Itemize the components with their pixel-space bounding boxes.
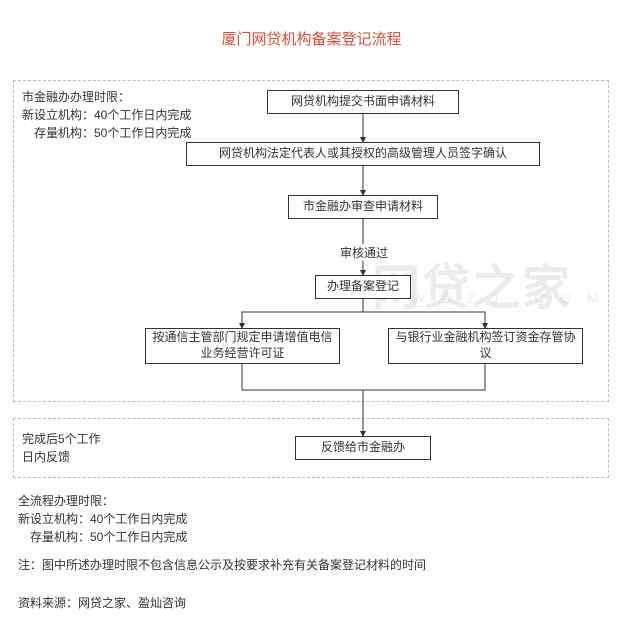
flow-node-n7: 反馈给市金融办 [295, 436, 431, 460]
info-line: 全流程办理时限： [18, 492, 187, 510]
info-line: 资料来源：网贷之家、盈灿咨询 [18, 594, 186, 612]
info-line: 注：图中所述办理时限不包含信息公示及按要求补充有关备案登记材料的时间 [18, 556, 426, 574]
flow-node-n6: 与银行业金融机构签订资金存管协议 [388, 328, 583, 364]
info-line: 存量机构：50个工作日内完成 [18, 528, 187, 546]
flow-node-n1: 网贷机构提交书面申请材料 [267, 90, 459, 114]
page-title: 厦门网贷机构备案登记流程 [0, 0, 623, 69]
flow-label-audit-pass: 审核通过 [338, 244, 390, 261]
flow-node-n3: 市金融办审查申请材料 [288, 195, 438, 219]
flow-node-n2: 网贷机构法定代表人或其授权的高级管理人员签字确认 [186, 142, 540, 166]
upper-deadline-text: 市金融办办理时限：新设立机构：40个工作日内完成 存量机构：50个工作日内完成 [22, 88, 191, 142]
note-text: 注：图中所述办理时限不包含信息公示及按要求补充有关备案登记材料的时间 [18, 556, 426, 574]
info-line: 新设立机构：40个工作日内完成 [22, 106, 191, 124]
info-line: 新设立机构：40个工作日内完成 [18, 510, 187, 528]
feedback-deadline-text: 完成后5个工作日内反馈 [22, 430, 101, 466]
info-line: 市金融办办理时限： [22, 88, 191, 106]
flow-node-n4: 办理备案登记 [315, 275, 411, 299]
full-process-deadline-text: 全流程办理时限：新设立机构：40个工作日内完成 存量机构：50个工作日内完成 [18, 492, 187, 546]
flow-node-n5: 按通信主管部门规定申请增值电信业务经营许可证 [145, 328, 340, 364]
info-line: 完成后5个工作 [22, 430, 101, 448]
info-line: 存量机构：50个工作日内完成 [22, 124, 191, 142]
source-text: 资料来源：网贷之家、盈灿咨询 [18, 594, 186, 612]
info-line: 日内反馈 [22, 448, 101, 466]
